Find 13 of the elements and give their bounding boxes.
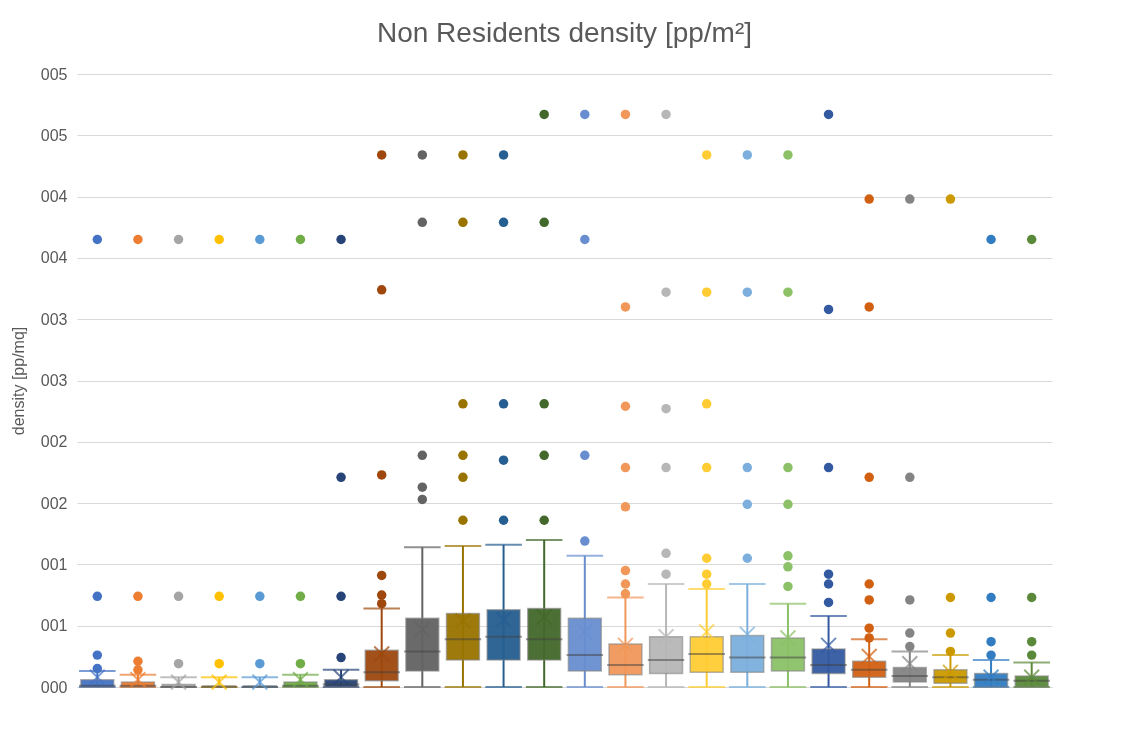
y-tick-label: 002 <box>40 433 68 451</box>
y-tick-label: 005 <box>40 65 68 83</box>
y-tick-label: 001 <box>40 555 68 573</box>
y-tick-label: 004 <box>40 188 68 206</box>
y-tick-label: 005 <box>40 126 68 144</box>
y-tick-label: 002 <box>40 494 68 512</box>
chart-title: Non Residents density [pp/m²] <box>376 17 753 48</box>
y-tick-label: 000 <box>40 678 68 696</box>
y-tick-label: 003 <box>40 310 68 328</box>
y-tick-label: 003 <box>40 372 68 389</box>
y-tick-label: 001 <box>40 617 68 635</box>
y-axis-title: density [pp/mq] <box>9 326 27 436</box>
y-tick-label: 004 <box>40 249 68 267</box>
